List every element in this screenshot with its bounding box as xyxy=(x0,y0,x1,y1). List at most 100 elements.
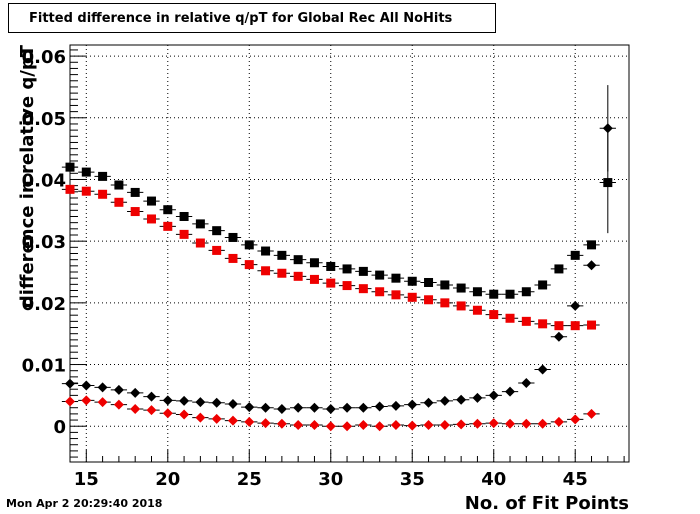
data-point-diamond xyxy=(195,397,206,408)
data-point-square xyxy=(228,232,238,242)
data-point-diamond xyxy=(81,395,92,406)
data-point-square xyxy=(570,321,580,331)
data-point-diamond xyxy=(309,419,320,430)
data-point-square xyxy=(65,162,75,172)
data-point-square xyxy=(358,284,368,294)
y-tick-label: 0.05 xyxy=(22,109,66,130)
data-point-square xyxy=(195,238,205,248)
data-point-square xyxy=(65,184,75,194)
x-tick-label: 25 xyxy=(237,469,262,490)
data-point-diamond xyxy=(521,418,532,429)
data-point-diamond xyxy=(553,331,564,342)
data-point-square xyxy=(130,187,140,197)
data-point-diamond xyxy=(97,397,108,408)
data-point-square xyxy=(212,226,222,236)
data-point-square xyxy=(391,273,401,283)
y-tick-label: 0.03 xyxy=(22,232,66,253)
data-point-square xyxy=(554,321,564,331)
y-tick-label: 0.02 xyxy=(22,294,66,315)
data-point-square xyxy=(424,295,434,305)
data-point-square xyxy=(326,278,336,288)
data-point-diamond xyxy=(227,415,238,426)
data-point-square xyxy=(489,289,499,299)
data-point-diamond xyxy=(97,382,108,393)
data-point-diamond xyxy=(130,387,141,398)
data-point-square xyxy=(391,290,401,300)
tick-labels: 15 20 25 30 35 40 45 0 0.01 0.02 0.03 0.04 0.05 0.06 xyxy=(22,47,588,490)
data-point-diamond xyxy=(537,364,548,375)
data-point-diamond xyxy=(505,386,516,397)
data-point-square xyxy=(98,189,108,199)
data-point-square xyxy=(342,264,352,274)
data-point-diamond xyxy=(358,419,369,430)
y-axis-title: difference in relative q/pT xyxy=(17,44,38,308)
data-point-diamond xyxy=(570,414,581,425)
data-point-diamond xyxy=(537,418,548,429)
data-point-diamond xyxy=(146,391,157,402)
axis-ticks xyxy=(69,49,625,462)
data-point-square xyxy=(342,281,352,291)
y-tick-label: 0 xyxy=(53,417,66,438)
data-point-diamond xyxy=(456,419,467,430)
data-point-square xyxy=(293,271,303,281)
data-point-square xyxy=(98,171,108,181)
data-point-diamond xyxy=(276,418,287,429)
data-point-diamond xyxy=(130,403,141,414)
data-point-square xyxy=(212,245,222,255)
data-point-square xyxy=(570,250,580,260)
data-point-diamond xyxy=(456,394,467,405)
data-point-diamond xyxy=(390,400,401,411)
data-point-diamond xyxy=(179,409,190,420)
data-point-square xyxy=(309,274,319,284)
data-point-square xyxy=(407,292,417,302)
data-point-square xyxy=(521,287,531,297)
x-tick-label: 15 xyxy=(74,469,99,490)
data-point-diamond xyxy=(65,396,75,407)
data-point-diamond xyxy=(162,408,173,419)
x-tick-label: 35 xyxy=(400,469,425,490)
data-point-diamond xyxy=(293,419,304,430)
data-point-square xyxy=(554,264,564,274)
data-point-diamond xyxy=(586,260,597,271)
data-point-diamond xyxy=(195,412,206,423)
data-point-square xyxy=(130,207,140,217)
data-point-diamond xyxy=(162,395,173,406)
data-point-square xyxy=(538,319,548,329)
data-point-square xyxy=(163,205,173,215)
data-point-diamond xyxy=(227,399,238,410)
x-tick-label: 40 xyxy=(481,469,506,490)
data-point-square xyxy=(195,219,205,229)
data-point-square xyxy=(163,221,173,231)
data-point-diamond xyxy=(374,421,385,432)
data-point-square xyxy=(538,280,548,290)
data-point-diamond xyxy=(390,419,401,430)
x-tick-label: 20 xyxy=(155,469,180,490)
data-point-diamond xyxy=(113,384,124,395)
data-point-square xyxy=(261,246,271,256)
data-point-diamond xyxy=(602,123,613,134)
data-point-diamond xyxy=(586,408,597,419)
data-point-square xyxy=(326,261,336,271)
data-point-square xyxy=(293,255,303,265)
data-point-diamond xyxy=(423,397,434,408)
data-point-diamond xyxy=(342,402,353,413)
data-point-diamond xyxy=(179,395,190,406)
data-point-diamond xyxy=(113,399,124,410)
x-axis-title: No. of Fit Points xyxy=(465,493,629,514)
y-tick-label: 0.06 xyxy=(22,47,66,68)
data-point-diamond xyxy=(309,402,320,413)
data-point-square xyxy=(114,197,124,207)
data-point-square xyxy=(440,298,450,308)
data-point-diamond xyxy=(146,405,157,416)
data-point-square xyxy=(309,258,319,268)
data-point-square xyxy=(146,196,156,206)
data-point-square xyxy=(472,305,482,315)
grid-lines xyxy=(70,45,629,462)
data-point-diamond xyxy=(81,380,92,391)
plot-frame xyxy=(69,44,630,463)
data-point-diamond xyxy=(553,416,564,427)
data-point-square xyxy=(424,277,434,287)
data-point-square xyxy=(587,320,597,330)
data-point-diamond xyxy=(488,418,499,429)
data-point-diamond xyxy=(521,378,532,389)
